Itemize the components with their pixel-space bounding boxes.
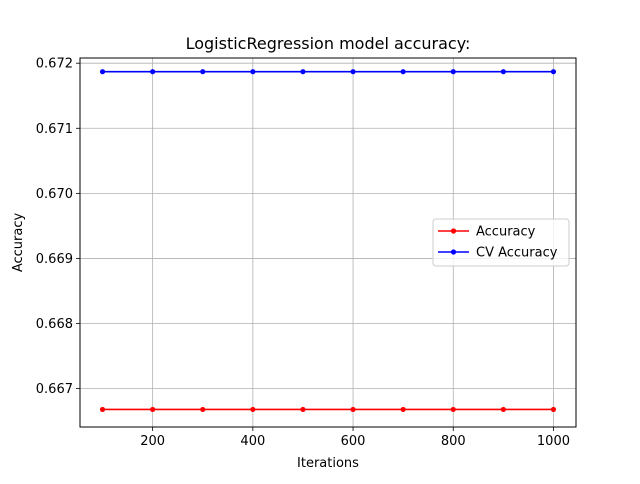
- legend: Accuracy CV Accuracy: [432, 218, 570, 267]
- accuracy-point: [350, 406, 356, 413]
- y-tick-label: 0.667: [36, 382, 73, 397]
- cv-accuracy-point: [450, 69, 456, 75]
- series-lines: [99, 69, 557, 413]
- cv-accuracy-point: [350, 69, 356, 75]
- accuracy-point: [450, 406, 456, 413]
- accuracy-point: [250, 406, 256, 413]
- cv-accuracy-point: [500, 69, 506, 75]
- cv-accuracy-point: [250, 69, 256, 75]
- axis-ticks: 200 400 600 800 1000 0.667 0.668 0.669 0.670 0.67…: [36, 57, 570, 449]
- accuracy-point: [200, 406, 206, 413]
- cv-accuracy-point: [200, 69, 206, 75]
- cv-accuracy-point: [300, 69, 306, 75]
- accuracy-point: [99, 406, 106, 413]
- accuracy-point: [300, 406, 306, 413]
- x-tick-label: 600: [341, 434, 366, 449]
- legend-marker-accuracy: [450, 228, 457, 234]
- y-tick-label: 0.671: [36, 122, 73, 137]
- grid-lines: [80, 58, 576, 427]
- accuracy-point: [550, 406, 557, 413]
- accuracy-point: [500, 406, 506, 413]
- cv-accuracy-point: [400, 69, 406, 75]
- x-tick-label: 800: [441, 434, 466, 449]
- legend-marker-cv-accuracy: [450, 249, 457, 255]
- cv-accuracy-point: [150, 69, 156, 75]
- y-tick-label: 0.669: [36, 252, 73, 267]
- y-tick-label: 0.670: [36, 187, 73, 202]
- x-tick-label: 400: [240, 434, 265, 449]
- chart-title: LogisticRegression model accuracy:: [186, 34, 471, 53]
- plot-area-frame: [79, 57, 577, 428]
- x-tick-label: 200: [140, 434, 165, 449]
- accuracy-point: [150, 406, 156, 413]
- cv-accuracy-point: [99, 69, 106, 75]
- x-tick-label: 1000: [537, 434, 570, 449]
- y-axis-label: Accuracy: [11, 213, 26, 273]
- legend-label-cv-accuracy: CV Accuracy: [476, 246, 558, 261]
- legend-label-accuracy: Accuracy: [476, 225, 536, 240]
- y-tick-label: 0.668: [36, 317, 73, 332]
- y-tick-label: 0.672: [36, 57, 73, 72]
- accuracy-point: [400, 406, 406, 413]
- cv-accuracy-point: [550, 69, 557, 75]
- x-axis-label: Iterations: [297, 456, 359, 471]
